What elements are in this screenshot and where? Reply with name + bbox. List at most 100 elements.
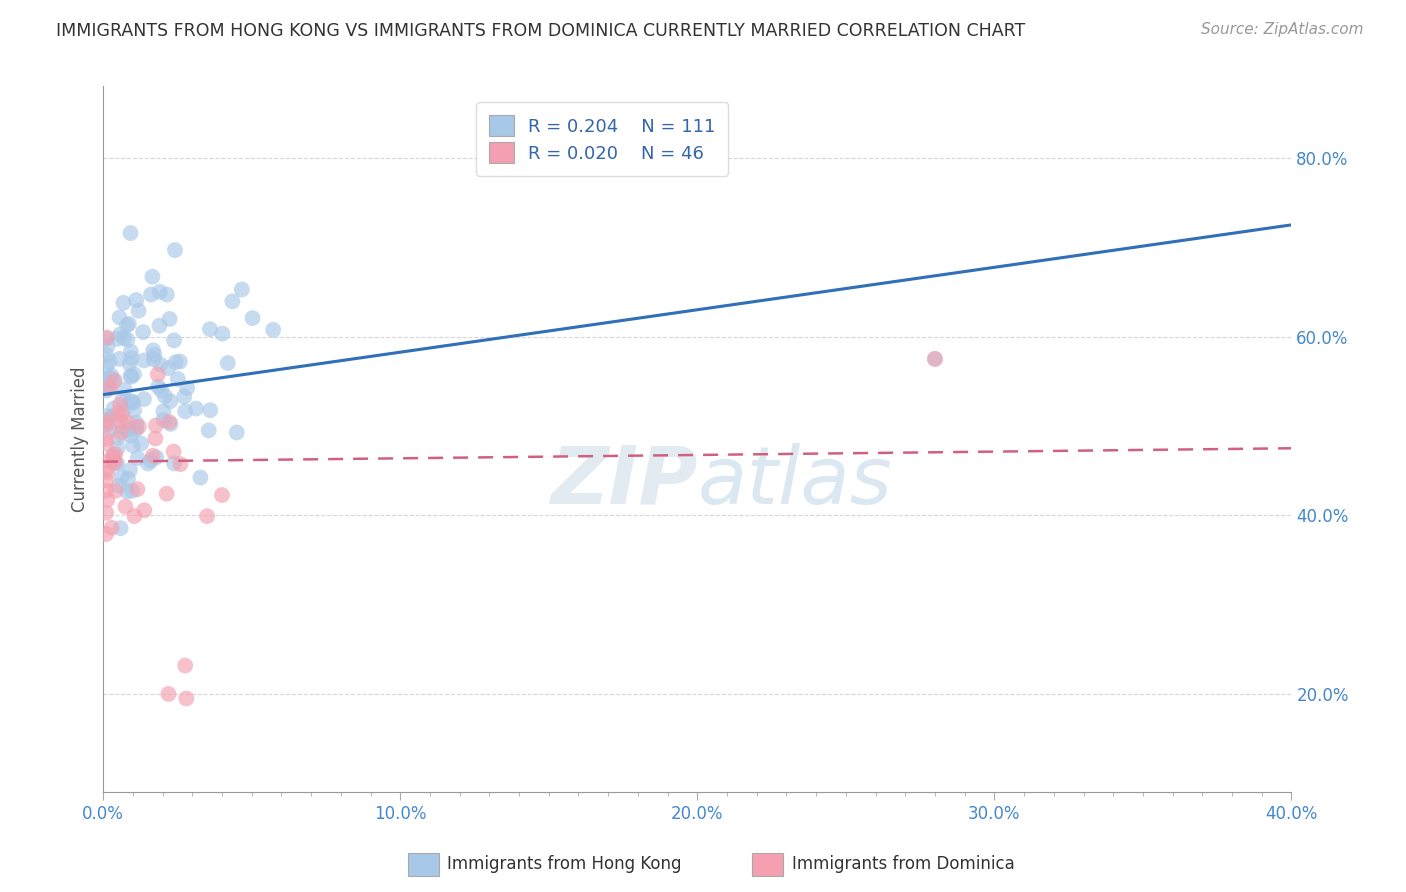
Point [96,414,118,428]
Point [108,398,131,412]
Point [104,483,127,498]
Point [148,379,170,393]
Point [157,415,180,429]
Point [169,354,191,368]
Legend: R = 0.204    N = 111, R = 0.020    N = 46: R = 0.204 N = 111, R = 0.020 N = 46 [477,103,728,176]
Point [103,448,125,462]
Point [127,451,149,466]
Point [103,401,125,416]
Point [104,447,127,461]
Point [117,416,139,430]
Point [98,354,121,368]
Point [103,452,125,467]
Point [107,332,129,346]
Point [94,506,117,520]
Point [96,384,118,398]
Text: atlas: atlas [697,442,891,521]
Point [100,521,122,535]
Point [169,457,191,471]
Point [157,361,180,376]
Point [121,483,143,498]
Point [94,409,117,424]
Point [111,391,134,405]
Point [211,488,233,502]
Point [149,285,172,299]
Point [94,462,117,476]
Point [96,339,118,353]
Point [100,368,122,383]
Point [128,303,150,318]
Point [96,417,118,432]
Point [94,483,117,498]
Point [96,492,118,507]
Point [96,332,118,346]
Point [121,394,143,409]
Point [184,401,207,416]
Point [94,375,117,389]
Point [115,484,138,499]
Point [121,438,143,452]
Point [142,449,165,463]
Point [163,243,186,257]
Point [98,381,121,395]
Point [125,419,148,434]
Point [118,317,141,331]
Point [110,408,132,422]
Point [132,325,155,339]
Point [166,372,188,386]
Point [112,296,135,310]
Point [118,463,141,477]
Text: Source: ZipAtlas.com: Source: ZipAtlas.com [1201,22,1364,37]
Point [94,527,117,541]
Point [107,431,129,445]
Point [262,323,284,337]
Point [163,457,186,471]
Point [152,404,174,418]
Point [98,381,121,395]
Point [122,368,145,382]
Point [94,473,117,487]
Point [94,348,117,362]
Point [197,423,219,437]
Point [924,351,946,366]
Point [139,287,162,301]
Text: IMMIGRANTS FROM HONG KONG VS IMMIGRANTS FROM DOMINICA CURRENTLY MARRIED CORRELAT: IMMIGRANTS FROM HONG KONG VS IMMIGRANTS … [56,22,1025,40]
Point [231,282,253,296]
Point [108,327,131,342]
Point [101,450,124,464]
Point [94,379,117,393]
Point [112,331,135,345]
Point [112,403,135,417]
Point [120,344,142,359]
Point [114,383,136,397]
Point [117,472,139,486]
Point [104,373,127,387]
Point [120,368,142,383]
Point [145,418,167,433]
Point [124,509,146,524]
Point [108,351,131,366]
Point [96,466,118,480]
Point [117,333,139,347]
Point [211,326,233,341]
Point [96,417,118,432]
Text: ZIP: ZIP [550,442,697,521]
Point [162,444,184,458]
Point [146,368,169,382]
Point [195,509,218,524]
Point [143,348,166,362]
Point [129,436,152,450]
Point [156,487,179,501]
Point [117,423,139,437]
Point [120,428,142,442]
Point [141,269,163,284]
Point [145,432,167,446]
Point [148,318,170,333]
Point [111,470,134,484]
Point [94,414,117,428]
Point [152,413,174,427]
Point [139,453,162,467]
Point [174,658,197,673]
Point [159,417,181,431]
Point [174,404,197,418]
